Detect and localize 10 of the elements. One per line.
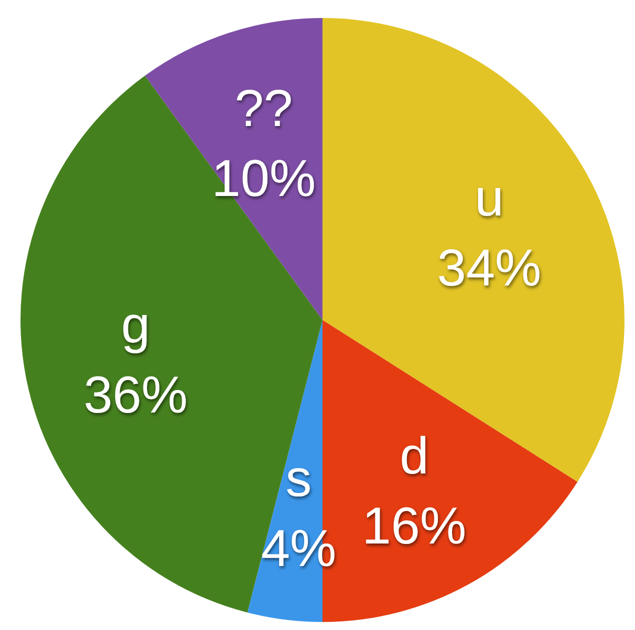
slice-label: d bbox=[400, 428, 429, 486]
slice-label: ?? bbox=[234, 80, 293, 138]
data-label: 16% bbox=[362, 498, 466, 556]
slice-label: g bbox=[121, 296, 150, 355]
pie-slice bbox=[322, 18, 624, 482]
data-label: 10% bbox=[212, 150, 316, 208]
data-label: 36% bbox=[84, 366, 188, 425]
data-label: 34% bbox=[437, 239, 542, 298]
slice-label: u bbox=[474, 169, 504, 228]
slice-label: s bbox=[286, 450, 312, 508]
